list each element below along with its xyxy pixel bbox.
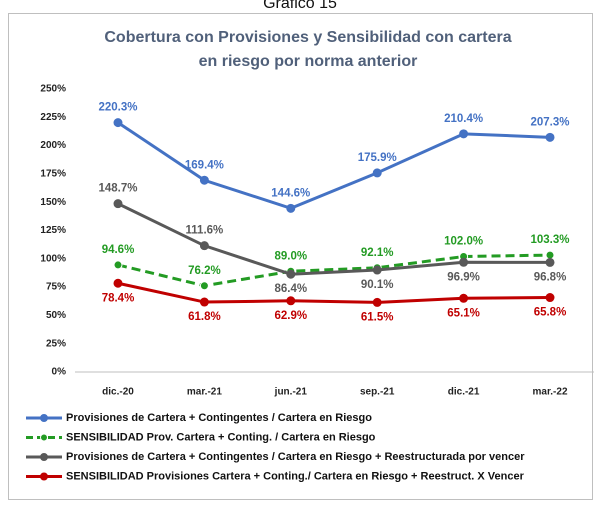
value-label: 220.3% xyxy=(98,102,137,114)
point xyxy=(459,129,469,139)
y-tick-label: 0% xyxy=(52,367,67,378)
value-label: 96.9% xyxy=(447,271,480,283)
value-label: 175.9% xyxy=(358,152,397,164)
point xyxy=(459,293,469,303)
value-label: 78.4% xyxy=(102,292,135,304)
value-label: 207.3% xyxy=(530,116,569,128)
legend-label: SENSIBILIDAD Provisiones Cartera + Conti… xyxy=(66,470,525,482)
y-tick-label: 50% xyxy=(46,310,66,321)
legend-marker xyxy=(40,472,48,481)
value-label: 61.8% xyxy=(188,311,221,323)
point xyxy=(545,257,555,267)
y-tick-label: 150% xyxy=(40,197,66,208)
value-label: 96.8% xyxy=(534,271,567,283)
point xyxy=(113,278,123,288)
point xyxy=(372,265,382,275)
chart-title-line: Cobertura con Provisiones y Sensibilidad… xyxy=(104,29,511,46)
value-label: 144.6% xyxy=(271,187,310,199)
point xyxy=(286,269,296,279)
point xyxy=(286,203,296,213)
value-label: 62.9% xyxy=(274,310,307,322)
point xyxy=(113,260,123,270)
legend-label: Provisiones de Cartera + Contingentes / … xyxy=(66,412,372,424)
point xyxy=(113,199,123,209)
point xyxy=(199,241,209,251)
x-tick-label: sep.-21 xyxy=(360,387,395,398)
y-tick-label: 25% xyxy=(46,338,66,349)
x-tick-label: dic.-21 xyxy=(448,387,480,398)
y-tick-label: 250% xyxy=(40,84,66,95)
y-tick-label: 75% xyxy=(46,282,66,293)
value-label: 169.4% xyxy=(185,159,224,171)
series-line xyxy=(117,281,551,304)
legend-marker xyxy=(40,453,48,461)
value-label: 76.2% xyxy=(188,265,221,277)
point xyxy=(545,293,555,303)
legend-label: SENSIBILIDAD Prov. Cartera + Conting. / … xyxy=(66,431,376,443)
value-label: 111.6% xyxy=(186,225,224,237)
y-tick-label: 125% xyxy=(40,225,66,236)
legend-marker xyxy=(40,433,48,442)
point xyxy=(372,168,382,178)
value-label: 210.4% xyxy=(444,113,483,125)
series-line xyxy=(117,121,551,210)
value-label: 94.6% xyxy=(102,244,135,256)
value-label: 89.0% xyxy=(274,250,307,262)
y-tick-label: 175% xyxy=(40,169,66,180)
figure-label: Gráfico 15 xyxy=(263,0,337,12)
point xyxy=(545,250,555,260)
point xyxy=(113,118,123,128)
y-tick-label: 200% xyxy=(40,140,66,151)
point xyxy=(545,132,555,142)
legend-marker xyxy=(40,414,48,422)
value-label: 103.3% xyxy=(530,234,569,246)
point xyxy=(286,296,296,306)
y-tick-label: 225% xyxy=(40,112,66,123)
y-tick-label: 100% xyxy=(40,253,66,264)
point xyxy=(199,297,209,307)
legend-label: Provisiones de Cartera + Contingentes / … xyxy=(66,451,525,463)
point xyxy=(372,297,382,307)
value-label: 102.0% xyxy=(444,236,483,248)
x-tick-label: dic.-20 xyxy=(102,387,134,398)
point xyxy=(459,257,469,267)
x-tick-label: mar.-21 xyxy=(187,387,222,398)
point xyxy=(199,281,209,291)
point xyxy=(199,175,209,185)
value-label: 65.1% xyxy=(447,307,480,319)
value-label: 92.1% xyxy=(361,247,394,259)
value-label: 61.5% xyxy=(361,311,394,323)
x-tick-label: mar.-22 xyxy=(532,387,567,398)
chart-border xyxy=(8,13,593,500)
x-tick-label: jun.-21 xyxy=(274,387,308,398)
value-label: 148.7% xyxy=(98,183,137,195)
series-line xyxy=(117,253,551,288)
chart-title-line: en riesgo por norma anterior xyxy=(199,53,418,70)
series-line xyxy=(117,202,551,276)
value-label: 65.8% xyxy=(534,307,567,319)
value-label: 86.4% xyxy=(274,283,307,295)
value-label: 90.1% xyxy=(361,279,394,291)
